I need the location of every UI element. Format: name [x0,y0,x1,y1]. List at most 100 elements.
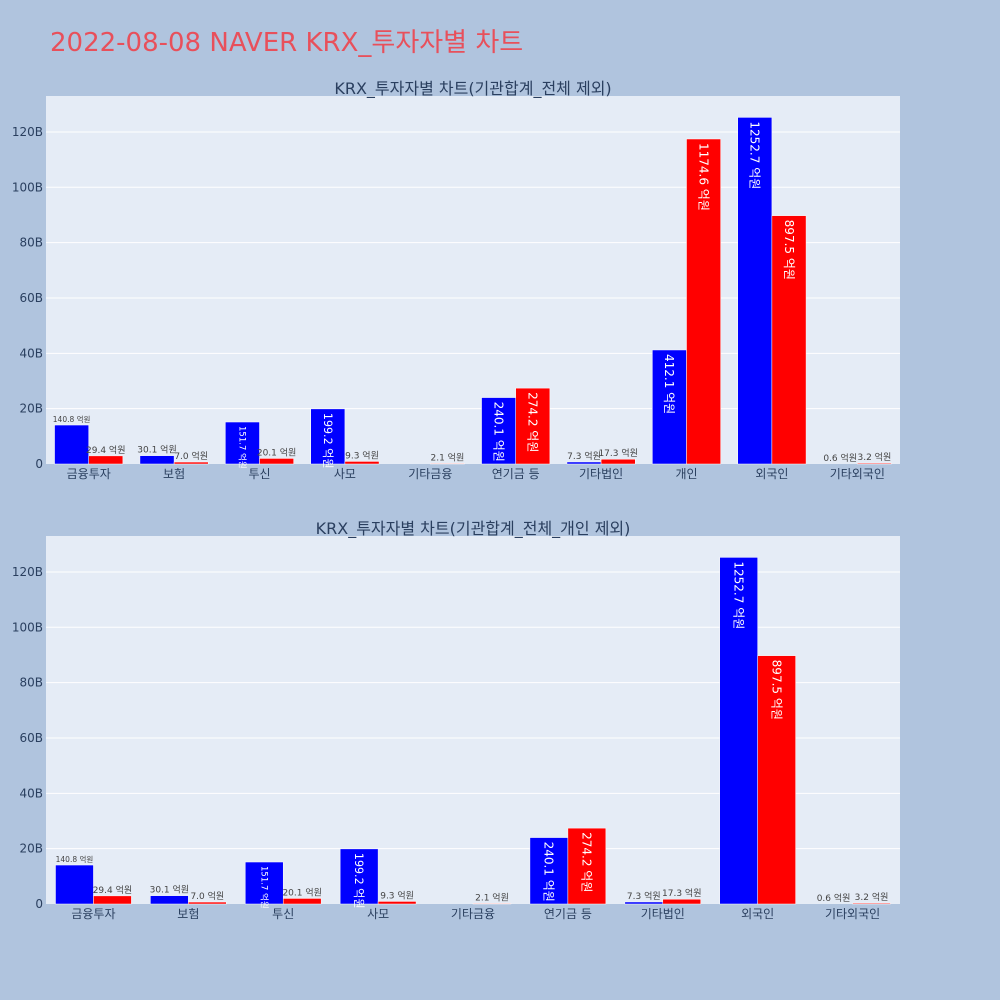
y-tick-label: 60B [19,731,43,745]
data-label: 897.5 억원 [769,660,783,720]
chart-subtitle: KRX_투자자별 차트(기관합계_전체_개인 제외) [316,519,631,539]
data-label: 1174.6 억원 [696,143,710,211]
y-tick-label: 80B [19,676,43,690]
bar [515,387,551,465]
bar [686,138,721,465]
data-label: 1252.7 억원 [748,121,762,189]
data-label: 240.1 억원 [542,842,556,902]
bar [225,421,260,465]
x-tick-label: 보험 [177,907,199,921]
data-label: 20.1 억원 [257,446,296,458]
y-tick-label: 40B [19,786,43,800]
bar [93,895,132,905]
data-label: 274.2 억원 [526,392,540,452]
data-label: 29.4 억원 [86,444,125,456]
x-tick-label: 연기금 등 [544,907,592,921]
chart-subtitle: KRX_투자자별 차트(기관합계_전체 제외) [334,79,611,99]
data-label: 140.8 억원 [56,855,94,864]
x-tick-label: 투신 [248,467,270,481]
data-label: 7.0 억원 [174,450,208,462]
y-tick-label: 0 [35,897,43,911]
chart-panel-2: KRX_투자자별 차트(기관합계_전체_개인 제외) 0 20B 40B 60B 80B 1… [12,519,900,921]
bar [173,461,209,465]
bar [757,655,796,905]
bar [857,462,892,465]
bar [430,463,465,465]
chart-panel-1: KRX_투자자별 차트(기관합계_전체 제외) 0 20B 40B 60B 80B 100B… [12,79,900,481]
data-label: 17.3 억원 [598,447,637,459]
data-label: 151.7 억원 [258,866,269,909]
bar [344,461,380,465]
y-tick-label: 120B [12,565,43,579]
bar [339,848,379,905]
data-label: 3.2 억원 [855,891,889,903]
data-label: 412.1 억원 [662,354,676,414]
x-tick-label: 기타금융 [451,907,495,921]
y-tick-label: 100B [12,620,43,634]
data-label: 30.1 억원 [137,444,176,456]
bar [652,349,687,465]
x-tick-label: 사모 [367,907,389,921]
bar [259,458,294,465]
bar [55,864,94,905]
data-label: 199.2 억원 [352,853,365,909]
bar [771,215,807,465]
y-tick-label: 100B [12,180,43,194]
x-tick-label: 연기금 등 [492,467,540,481]
data-label: 897.5 억원 [782,220,796,280]
x-tick-label: 기타법인 [641,907,685,921]
bar [719,557,758,905]
bar [150,895,189,905]
data-label: 20.1 억원 [282,886,321,898]
page-title: 2022-08-08 NAVER KRX_투자자별 차트 [50,28,524,58]
data-label: 29.4 억원 [93,884,132,896]
data-label: 9.3 억원 [380,889,414,901]
data-label: 151.7 억원 [236,426,247,469]
y-tick-label: 40B [19,346,43,360]
bar [567,827,607,905]
x-tick-label: 외국인 [755,467,788,481]
data-label: 274.2 억원 [580,832,594,892]
data-label: 3.2 억원 [858,451,892,463]
y-tick-label: 0 [35,457,43,471]
x-tick-label: 개인 [675,467,697,481]
bar [852,902,891,905]
x-tick-label: 기타금융 [408,467,452,481]
bar [188,901,227,905]
data-label: 7.3 억원 [627,890,661,902]
y-tick-label: 120B [12,125,43,139]
y-tick-label: 60B [19,291,43,305]
bar [600,458,636,465]
y-tick-label: 20B [19,842,43,856]
x-tick-label: 투신 [272,907,294,921]
bar [310,408,346,465]
bar [529,837,569,905]
bar [54,424,89,465]
data-label: 140.8 억원 [53,415,91,424]
y-tick-label: 20B [19,402,43,416]
data-label: 7.0 억원 [190,890,224,902]
bar [662,898,701,905]
x-tick-label: 금융투자 [67,467,111,481]
bar [377,901,417,905]
data-label: 0.6 억원 [823,452,857,464]
bar [481,397,516,465]
x-tick-label: 보험 [163,467,185,481]
data-label: 0.6 억원 [817,892,851,904]
data-label: 2.1 억원 [475,891,509,903]
x-tick-label: 기타외국인 [830,467,885,481]
bar [88,455,124,465]
data-label: 17.3 억원 [662,887,701,899]
data-label: 2.1 억원 [431,451,465,463]
bar [624,901,664,905]
x-tick-label: 금융투자 [71,907,115,921]
bar [566,461,602,465]
bar [245,861,284,905]
x-tick-label: 기타법인 [579,467,623,481]
bar [139,455,175,465]
x-tick-label: 사모 [334,467,356,481]
x-tick-label: 외국인 [741,907,774,921]
bar [282,898,322,905]
y-tick-label: 80B [19,236,43,250]
